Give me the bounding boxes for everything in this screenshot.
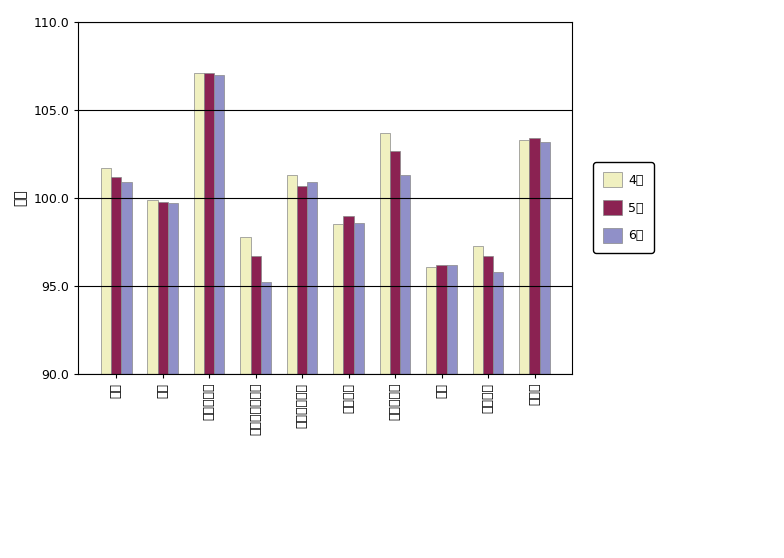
Bar: [343, 215, 354, 374]
Bar: [426, 267, 437, 374]
Bar: [539, 142, 550, 374]
Bar: [379, 133, 390, 374]
Bar: [519, 140, 529, 374]
Bar: [493, 272, 503, 374]
Bar: [390, 151, 400, 374]
Bar: [158, 201, 168, 374]
Bar: [333, 224, 343, 374]
Bar: [101, 168, 111, 374]
Legend: 4月, 5月, 6月: 4月, 5月, 6月: [593, 162, 654, 253]
Bar: [307, 182, 318, 374]
Bar: [297, 186, 307, 374]
Bar: [214, 75, 224, 374]
Bar: [194, 73, 204, 374]
Bar: [168, 203, 178, 374]
Bar: [287, 175, 297, 374]
Bar: [111, 177, 122, 374]
Bar: [400, 175, 410, 374]
Bar: [437, 265, 447, 374]
Y-axis label: 指数: 指数: [14, 190, 28, 206]
Bar: [447, 265, 457, 374]
Bar: [261, 282, 271, 374]
Bar: [529, 138, 539, 374]
Bar: [204, 73, 214, 374]
Bar: [241, 237, 251, 374]
Bar: [122, 182, 132, 374]
Bar: [473, 246, 483, 374]
Bar: [354, 223, 364, 374]
Bar: [251, 256, 261, 374]
Bar: [147, 200, 158, 374]
Bar: [483, 256, 493, 374]
